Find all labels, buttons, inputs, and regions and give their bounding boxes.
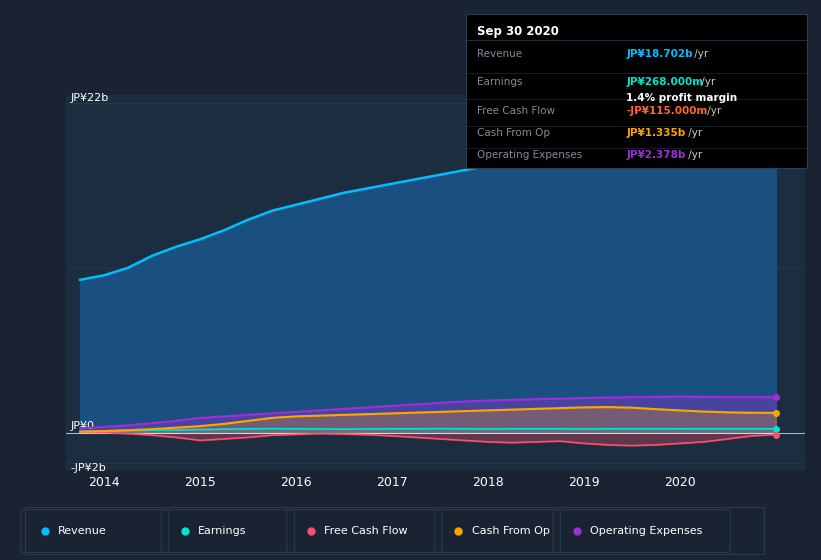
Text: /yr: /yr: [704, 106, 722, 116]
Text: Operating Expenses: Operating Expenses: [476, 150, 582, 160]
Text: /yr: /yr: [685, 128, 702, 138]
Text: JP¥268.000m: JP¥268.000m: [626, 77, 704, 87]
Text: Free Cash Flow: Free Cash Flow: [476, 106, 555, 116]
Text: Earnings: Earnings: [476, 77, 522, 87]
Text: Sep 30 2020: Sep 30 2020: [476, 25, 558, 38]
Text: JP¥22b: JP¥22b: [71, 93, 108, 102]
Text: /yr: /yr: [691, 49, 709, 59]
Text: /yr: /yr: [698, 77, 715, 87]
Text: Earnings: Earnings: [199, 526, 247, 535]
Text: Revenue: Revenue: [476, 49, 521, 59]
Text: JP¥1.335b: JP¥1.335b: [626, 128, 686, 138]
Text: Cash From Op: Cash From Op: [472, 526, 549, 535]
Text: /yr: /yr: [685, 150, 702, 160]
Text: -JP¥2b: -JP¥2b: [71, 463, 106, 473]
Text: Operating Expenses: Operating Expenses: [590, 526, 702, 535]
Text: Revenue: Revenue: [57, 526, 107, 535]
Text: Free Cash Flow: Free Cash Flow: [324, 526, 407, 535]
Text: JP¥18.702b: JP¥18.702b: [626, 49, 693, 59]
Text: JP¥0: JP¥0: [71, 421, 94, 431]
Text: -JP¥115.000m: -JP¥115.000m: [626, 106, 708, 116]
Text: JP¥2.378b: JP¥2.378b: [626, 150, 686, 160]
Text: 1.4% profit margin: 1.4% profit margin: [626, 92, 737, 102]
Text: Cash From Op: Cash From Op: [476, 128, 549, 138]
